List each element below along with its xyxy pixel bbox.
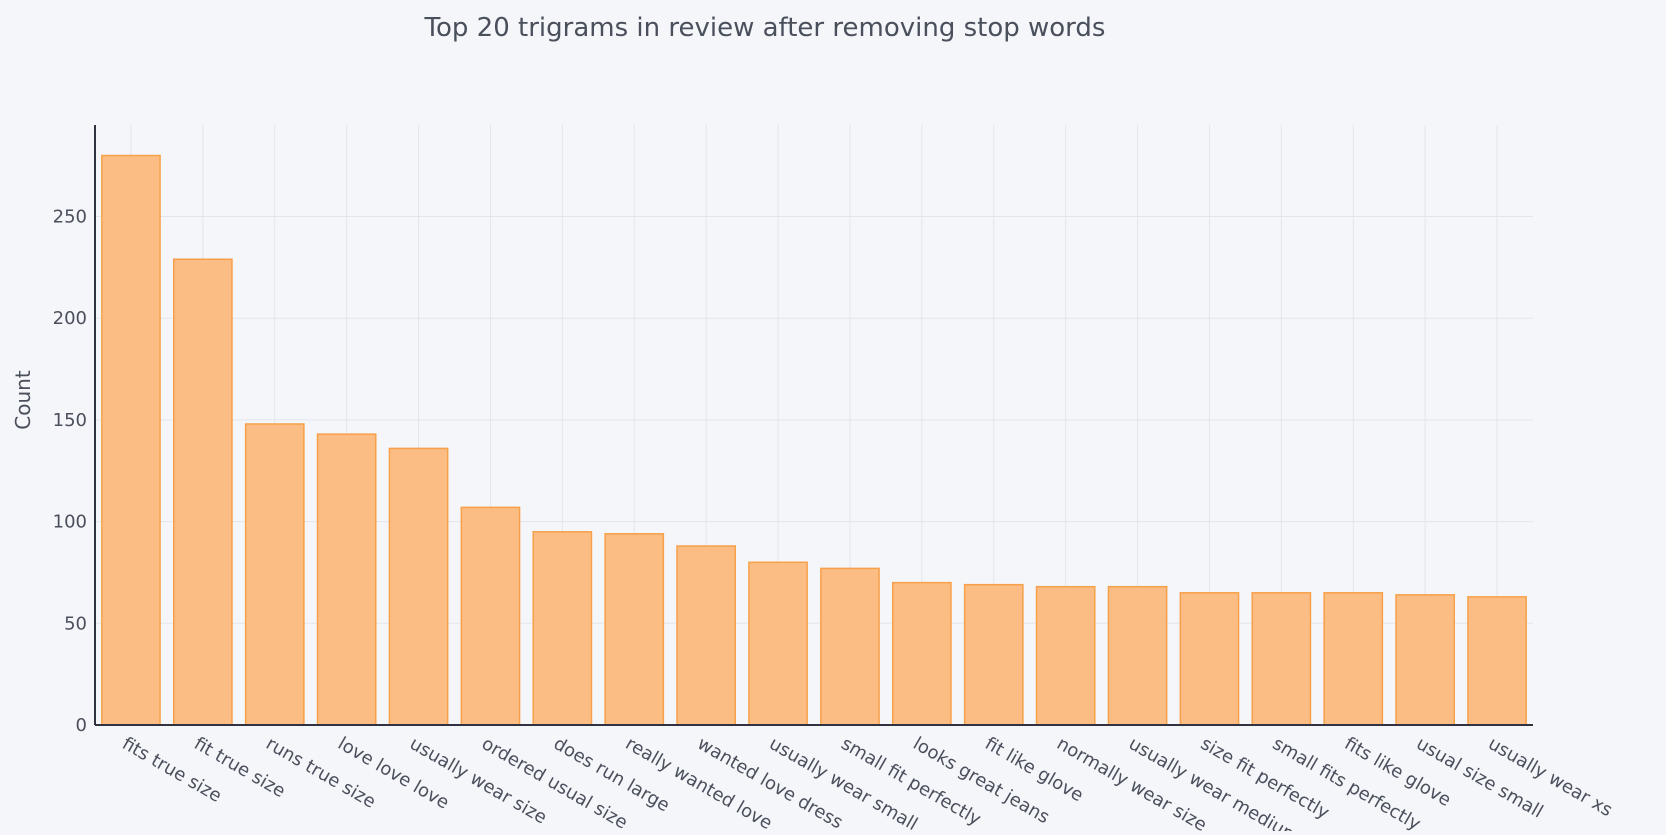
y-tick-label: 50 bbox=[64, 613, 87, 634]
bar[interactable] bbox=[676, 545, 737, 726]
bar[interactable] bbox=[316, 433, 377, 726]
bar[interactable] bbox=[101, 154, 161, 726]
bar[interactable] bbox=[1179, 592, 1240, 726]
bar[interactable] bbox=[388, 447, 449, 726]
bar[interactable] bbox=[1467, 596, 1527, 726]
bar[interactable] bbox=[1323, 592, 1384, 726]
y-axis-title: Count bbox=[11, 370, 35, 430]
y-tick-label: 0 bbox=[76, 715, 87, 736]
bar[interactable] bbox=[172, 258, 233, 726]
bar[interactable] bbox=[604, 533, 665, 726]
y-tick-label: 250 bbox=[53, 207, 87, 228]
bar[interactable] bbox=[748, 561, 808, 726]
y-tick-labels: 0 50 100 150 200 250 bbox=[53, 207, 87, 736]
bar[interactable] bbox=[1035, 585, 1096, 726]
y-tick-label: 150 bbox=[53, 410, 87, 431]
bar[interactable] bbox=[820, 567, 880, 726]
chart-title: Top 20 trigrams in review after removing… bbox=[424, 13, 1106, 43]
bars bbox=[101, 154, 1527, 726]
bar[interactable] bbox=[532, 531, 593, 726]
y-tick-label: 200 bbox=[53, 308, 87, 329]
bar[interactable] bbox=[891, 581, 952, 726]
bar[interactable] bbox=[963, 583, 1024, 726]
y-tick-label: 100 bbox=[53, 512, 87, 533]
bar[interactable] bbox=[1395, 594, 1456, 726]
bar[interactable] bbox=[1107, 585, 1168, 726]
bar[interactable] bbox=[1251, 592, 1312, 726]
bar[interactable] bbox=[460, 506, 521, 726]
axes bbox=[94, 125, 1533, 726]
bar[interactable] bbox=[244, 423, 305, 726]
